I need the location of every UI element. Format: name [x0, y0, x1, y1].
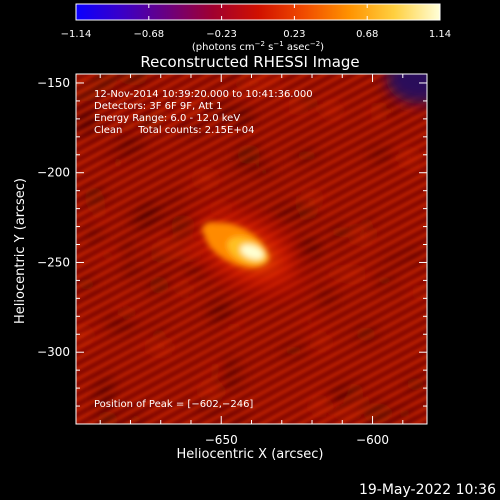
info-line-counts: Clean Total counts: 2.15E+04 — [94, 125, 254, 136]
footer-timestamp: 19-May-2022 10:36 — [359, 482, 496, 498]
colorbar-unit-label: (photons cm−2 s−1 asec−2) — [192, 40, 324, 53]
y-tick-label: −250 — [37, 255, 70, 269]
x-axis: −650−600−550 — [99, 74, 404, 447]
x-tick-label: −650 — [205, 433, 238, 447]
colorbar-tick-label: −0.23 — [206, 29, 237, 40]
y-axis-label: Heliocentric Y (arcsec) — [13, 178, 28, 324]
y-tick-label: −150 — [37, 76, 70, 90]
colorbar: −1.14 −0.68 −0.23 0.23 0.68 1.14 (photons cm−… — [61, 3, 451, 53]
colorbar-tick-marks — [75, 4, 441, 20]
colorbar-tick-label: −1.14 — [61, 29, 92, 40]
colorbar-tick-label: 0.68 — [356, 29, 378, 40]
colorbar-tick-labels: −1.14 −0.68 −0.23 0.23 0.68 1.14 — [61, 29, 451, 40]
peak-position-label: Position of Peak = [−602,−246] — [94, 399, 253, 410]
chart-title: Reconstructed RHESSI Image — [140, 53, 359, 71]
info-line-time: 12-Nov-2014 10:39:20.000 to 10:41:36.000 — [94, 89, 313, 100]
colorbar-tick-label: 0.23 — [283, 29, 305, 40]
y-axis: −150 −200 −250 −300 — [37, 76, 427, 425]
colorbar-tick-label: 1.14 — [429, 29, 451, 40]
y-tick-label: −300 — [37, 345, 70, 359]
observation-info: 12-Nov-2014 10:39:20.000 to 10:41:36.000… — [94, 89, 313, 136]
y-tick-label: −200 — [37, 166, 70, 180]
heatmap-image — [76, 74, 427, 424]
info-line-energy: Energy Range: 6.0 - 12.0 keV — [94, 113, 240, 124]
x-axis-label: Heliocentric X (arcsec) — [177, 447, 324, 462]
colorbar-tick-label: −0.68 — [133, 29, 164, 40]
info-line-detectors: Detectors: 3F 6F 9F, Att 1 — [94, 101, 222, 112]
x-tick-label: −600 — [356, 433, 389, 447]
colorbar-scale — [75, 3, 441, 21]
